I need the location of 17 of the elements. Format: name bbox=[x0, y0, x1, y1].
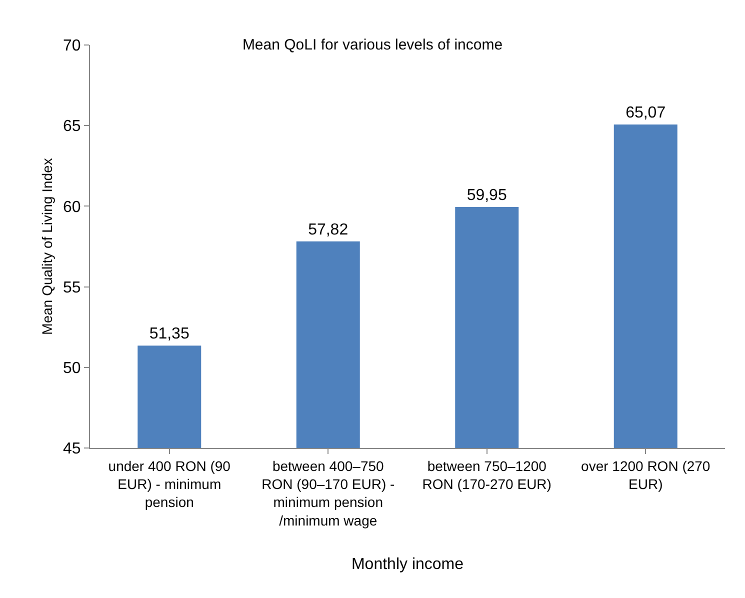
y-tick-label: 70 bbox=[63, 38, 81, 55]
x-axis-title: Monthly income bbox=[351, 556, 464, 574]
data-label: 65,07 bbox=[626, 104, 666, 122]
data-label: 57,82 bbox=[308, 221, 348, 238]
y-tick-label: 45 bbox=[63, 440, 81, 458]
data-label: 51,35 bbox=[149, 326, 190, 343]
data-label: 59,95 bbox=[466, 187, 507, 204]
y-tick-label: 55 bbox=[63, 279, 81, 296]
y-axis-title: Mean Quality of Living Index bbox=[39, 158, 55, 335]
x-tick-label: under 400 RON (90 EUR) - minimum pension bbox=[108, 458, 231, 510]
x-tick-label: between 400–750 RON (90–170 EUR) - minimum pension /minimum wage bbox=[262, 458, 395, 528]
y-tick-label: 50 bbox=[63, 360, 81, 377]
chart-title: Mean QoLI for various levels of income bbox=[242, 36, 503, 54]
x-tick-label: over 1200 RON (270 EUR) bbox=[581, 458, 710, 492]
x-tick-label: between 750–1200 RON (170-270 EUR) bbox=[422, 458, 552, 492]
y-tick-label: 65 bbox=[63, 118, 81, 136]
y-tick-label: 60 bbox=[63, 198, 81, 216]
